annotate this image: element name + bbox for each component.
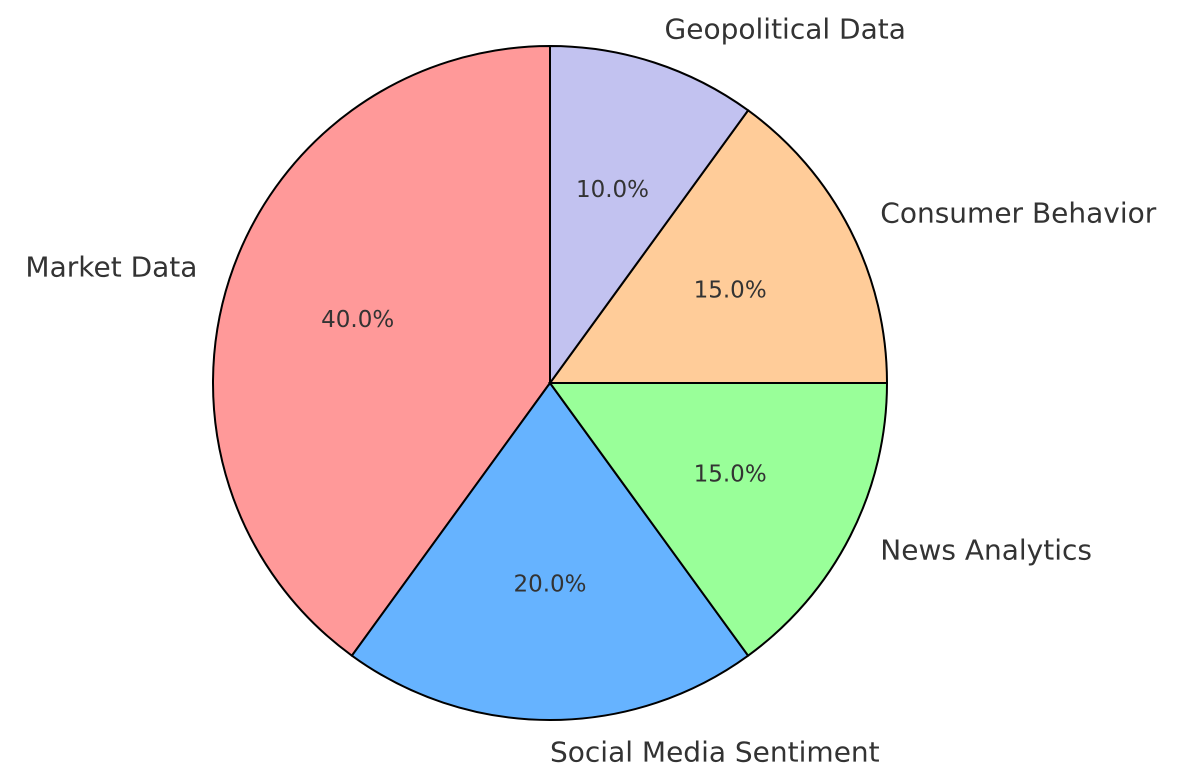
pie-slice [549, 44, 750, 387]
percent-label: 10.0% [576, 177, 649, 203]
pie-slice [211, 44, 551, 658]
slice-label: Market Data [25, 250, 197, 283]
pie-slice [548, 382, 889, 658]
slice-label: Social Media Sentiment [550, 736, 880, 766]
percent-label: 15.0% [694, 461, 767, 487]
pie-slice [350, 381, 750, 722]
percent-label: 40.0% [321, 307, 394, 333]
slice-label: Geopolitical Data [665, 12, 906, 45]
slice-label: News Analytics [880, 533, 1092, 566]
percent-label: 20.0% [513, 572, 586, 598]
slice-label: Consumer Behavior [880, 197, 1156, 230]
pie-slice [548, 108, 889, 384]
percent-label: 15.0% [694, 278, 767, 304]
